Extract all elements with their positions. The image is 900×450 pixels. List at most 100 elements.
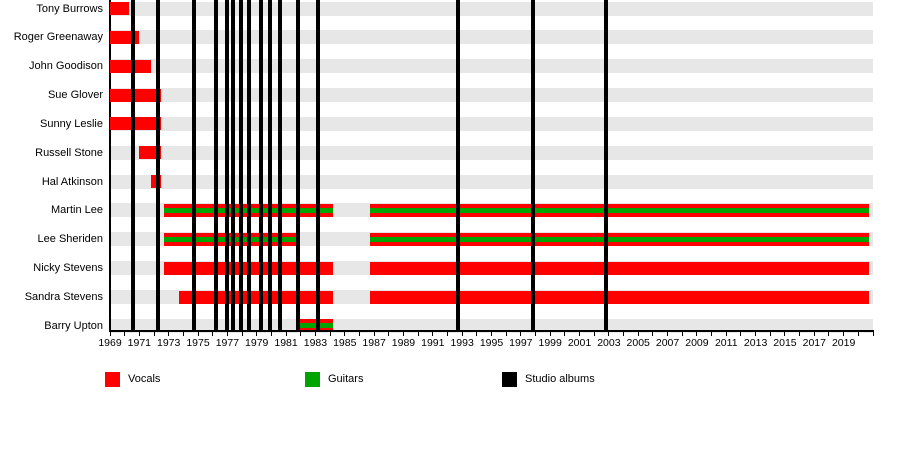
vocals-bar [110,88,162,102]
x-axis-tick-label: 1977 [215,337,240,349]
studio-album-line [238,0,243,331]
guitars-swatch-icon [305,372,320,387]
x-axis-tick-label: 1975 [186,337,210,349]
x-axis-tick [256,332,258,336]
x-axis-tick [153,332,155,336]
legend-item-guitars: Guitars [305,372,363,387]
x-axis-tick [857,332,859,336]
x-axis-tick [652,332,654,336]
row-band [110,174,873,189]
studio-album-line [278,0,283,331]
x-axis-tick [535,332,537,336]
x-axis-tick [564,332,566,336]
legend-label-guitars: Guitars [328,373,364,385]
x-axis-tick-label: 1987 [362,337,386,349]
x-axis-tick [696,332,698,336]
x-axis-tick-label: 2009 [685,337,709,349]
x-axis-tick-label: 2007 [655,337,680,349]
x-axis-tick [344,332,346,336]
x-axis-tick [813,332,815,336]
studio-album-line [225,0,230,331]
legend-item-vocals: Vocals [105,372,160,387]
x-axis-tick [329,332,331,336]
x-axis-tick-label: 1979 [245,337,269,349]
vocals-bar [110,59,152,73]
studio-album-line [131,0,136,331]
x-axis-tick-label: 1981 [274,337,298,349]
x-axis-tick [109,332,111,336]
x-axis-tick [138,332,140,336]
studio-album-line [455,0,460,331]
x-axis-tick [226,332,228,336]
vocals-bar [178,290,334,304]
row-band [110,59,873,74]
x-axis-tick [579,332,581,336]
x-axis-tick [740,332,742,336]
x-axis-tick [549,332,551,336]
studio-album-line [156,0,161,331]
member-label: Sunny Leslie [40,117,103,130]
x-axis-tick [843,332,845,336]
x-axis-tick [461,332,463,336]
x-axis-tick [491,332,492,336]
row-band [110,30,873,45]
x-axis-tick-label: 1991 [421,337,445,349]
x-axis-tick [197,332,199,336]
x-axis-tick [784,332,786,336]
x-axis-tick [667,332,669,336]
vocals-bar [110,117,162,131]
x-axis-tick-label: 1995 [479,337,504,349]
x-axis-tick-label: 1971 [127,337,152,349]
member-label: Tony Burrows [36,2,103,15]
member-label: Russell Stone [35,146,103,159]
x-axis-tick [402,332,404,336]
x-axis-line [109,330,874,332]
member-label: Barry Upton [44,319,103,332]
x-axis-tick [608,332,610,336]
x-axis-tick [446,332,448,336]
vocals-swatch-icon [105,372,120,387]
x-axis-tick-label: 2017 [802,337,826,349]
x-axis-tick-label: 1969 [98,337,122,349]
x-axis-tick-label: 1985 [333,337,357,349]
y-axis-line [109,0,111,331]
x-axis-tick-label: 2005 [626,337,650,349]
x-axis-tick-label: 1989 [391,337,416,349]
x-axis-tick [212,332,214,336]
x-axis-tick-label: 2019 [831,337,856,349]
studio-album-line [191,0,196,331]
x-axis-tick [637,332,639,336]
guitars-stripe [299,323,334,329]
legend-item-studio-albums: Studio albums [502,372,595,387]
x-axis-tick-label: 1973 [157,337,181,349]
vocals-bar [369,290,869,304]
guitars-stripe [369,236,869,242]
x-axis-tick [124,332,126,336]
x-axis-tick [270,332,272,336]
vocals-bar [110,2,130,15]
row-band [110,116,873,131]
x-axis-tick [432,332,434,336]
x-axis-tick [300,332,302,336]
x-axis-tick-label: 1997 [509,337,533,349]
member-label: Martin Lee [51,204,103,217]
legend-label-vocals: Vocals [128,373,161,385]
x-axis-tick [593,332,595,336]
row-band [110,1,873,16]
x-axis-tick [285,332,287,336]
x-axis-tick [711,332,713,336]
member-label: Nicky Stevens [33,262,103,275]
x-axis-tick-label: 1983 [303,337,328,349]
x-axis-tick [358,332,360,336]
x-axis-tick [505,332,507,336]
x-axis-tick [241,332,243,336]
legend-label-studio-albums: Studio albums [525,373,595,385]
guitars-stripe [369,207,869,213]
x-axis-tick [182,332,184,336]
x-axis-tick [520,332,522,336]
x-axis-tick [623,332,625,336]
studio-album-line [295,0,300,331]
x-axis-tick [828,332,830,336]
